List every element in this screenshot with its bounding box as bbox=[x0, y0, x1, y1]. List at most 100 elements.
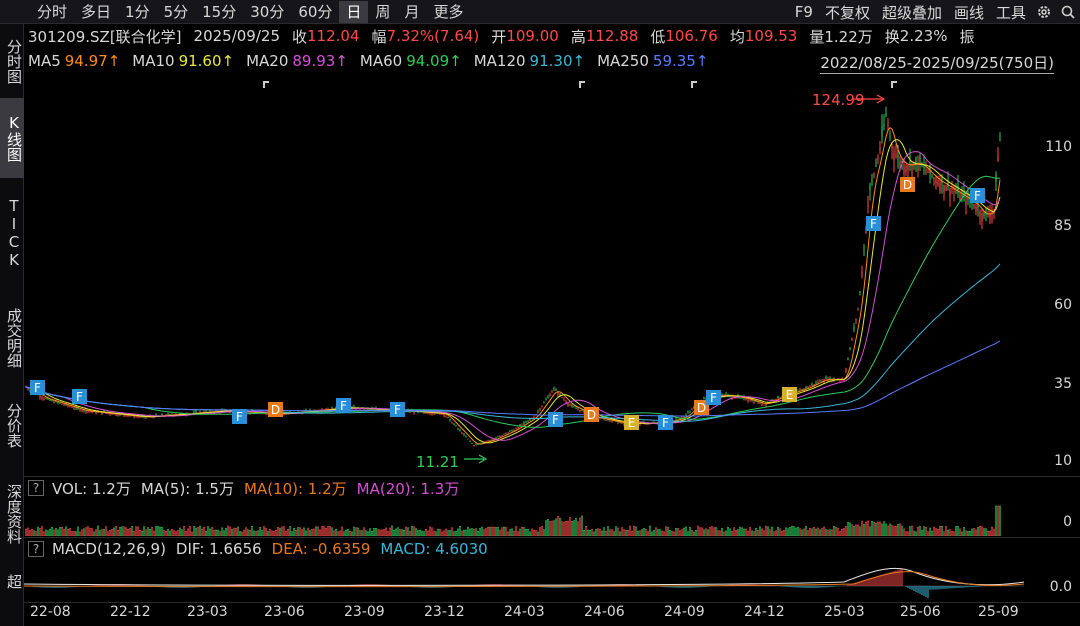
period-tab[interactable]: 分时 bbox=[37, 2, 68, 21]
volume-bar bbox=[559, 517, 561, 536]
candle-body bbox=[621, 422, 623, 424]
draw-line-button[interactable]: 画线 bbox=[953, 3, 984, 22]
candle-body bbox=[509, 430, 511, 432]
candle-body bbox=[849, 347, 851, 350]
volume-bar bbox=[441, 531, 443, 536]
candle-body bbox=[87, 411, 89, 413]
help-icon[interactable]: ? bbox=[28, 541, 44, 557]
volume-bar bbox=[43, 531, 45, 536]
volume-bar bbox=[473, 528, 475, 536]
period-tab[interactable]: 60分 bbox=[298, 2, 333, 21]
volume-bar bbox=[293, 527, 295, 536]
volume-bar bbox=[947, 529, 949, 536]
candle-body bbox=[249, 412, 251, 414]
volume-bar bbox=[85, 527, 87, 536]
period-tab[interactable]: 多日 bbox=[81, 2, 112, 21]
volume-bar bbox=[227, 525, 229, 536]
volume-bar bbox=[799, 528, 801, 536]
macd-chart[interactable] bbox=[24, 562, 1080, 602]
candle-body bbox=[205, 411, 207, 413]
candle-body bbox=[507, 432, 509, 434]
candle-body bbox=[887, 125, 889, 127]
volume-bar bbox=[621, 527, 623, 536]
volume-bar bbox=[123, 526, 125, 536]
tab-deep-data[interactable]: 深度资料 bbox=[5, 484, 23, 544]
period-tab[interactable]: 5分 bbox=[163, 2, 189, 21]
help-icon[interactable]: ? bbox=[28, 480, 44, 496]
candle-body bbox=[283, 413, 285, 415]
volume-chart[interactable] bbox=[24, 500, 1080, 536]
volume-bar bbox=[491, 526, 493, 536]
candle-body bbox=[615, 420, 617, 422]
volume-bar bbox=[193, 526, 195, 536]
vol-axis-tick: 0 bbox=[1063, 514, 1072, 530]
period-tab[interactable]: 更多 bbox=[433, 2, 464, 21]
candle-body bbox=[409, 411, 411, 413]
volume-bar bbox=[117, 529, 119, 536]
volume-bar bbox=[745, 528, 747, 536]
volume-bar bbox=[871, 520, 873, 536]
volume-bar bbox=[207, 526, 209, 536]
period-tab[interactable]: 30分 bbox=[250, 2, 285, 21]
volume-bar bbox=[479, 528, 481, 536]
volume-bar bbox=[649, 525, 651, 536]
tab-tick[interactable]: TICK bbox=[5, 197, 23, 269]
candle-body bbox=[967, 193, 969, 200]
volume-bar bbox=[439, 528, 441, 536]
super-overlay-button[interactable]: 超级叠加 bbox=[881, 3, 942, 22]
period-tab[interactable]: 1分 bbox=[125, 2, 150, 21]
volume-bar bbox=[443, 530, 445, 536]
volume-bar bbox=[75, 531, 77, 536]
quote-date: 2025/09/25 bbox=[193, 27, 280, 45]
period-tab[interactable]: 月 bbox=[404, 2, 420, 21]
volume-bar bbox=[675, 528, 677, 536]
volume-bar bbox=[969, 530, 971, 536]
event-marker-letter: F bbox=[552, 413, 559, 427]
candle-body bbox=[453, 424, 455, 426]
f9-button[interactable]: F9 bbox=[794, 3, 813, 21]
event-marker-box bbox=[268, 402, 283, 417]
volume-bar bbox=[543, 529, 545, 536]
date-range[interactable]: 2022/08/25-2025/09/25(750日) bbox=[820, 54, 1054, 74]
low-value: 106.76 bbox=[665, 27, 718, 45]
volume-bar bbox=[201, 528, 203, 536]
volume-bar bbox=[357, 527, 359, 536]
candle-body bbox=[101, 412, 103, 414]
volume-bar bbox=[163, 530, 165, 536]
volume-bar bbox=[47, 530, 49, 536]
volume-bar bbox=[59, 527, 61, 536]
volume-bar bbox=[691, 529, 693, 536]
candle-body bbox=[579, 410, 581, 412]
tab-price-table[interactable]: 分价表 bbox=[5, 402, 23, 448]
tab-trade-detail[interactable]: 成交明细 bbox=[5, 308, 23, 368]
event-marker-letter: F bbox=[236, 410, 243, 424]
volume-bar bbox=[187, 528, 189, 536]
volume-bar bbox=[759, 526, 761, 536]
no-adjust-button[interactable]: 不复权 bbox=[824, 3, 870, 22]
tab-more[interactable]: 超 bbox=[5, 573, 23, 589]
volume-bar bbox=[127, 528, 129, 536]
period-tab[interactable]: 日 bbox=[339, 0, 369, 23]
candle-body bbox=[71, 406, 73, 408]
period-tab[interactable]: 15分 bbox=[202, 2, 237, 21]
search-icon[interactable] bbox=[1056, 0, 1080, 24]
tools-button[interactable]: 工具 bbox=[995, 3, 1026, 22]
candle-body bbox=[607, 419, 609, 421]
volume-bar bbox=[607, 526, 609, 536]
volume-bar bbox=[873, 521, 875, 536]
volume-bar bbox=[385, 527, 387, 536]
period-tab[interactable]: 周 bbox=[375, 2, 391, 21]
divider bbox=[24, 476, 1080, 477]
volume-bar bbox=[749, 527, 751, 536]
candle-body bbox=[193, 411, 195, 414]
event-marker-letter: F bbox=[710, 391, 717, 405]
volume-bar bbox=[613, 531, 615, 536]
tab-kline[interactable]: K线图 bbox=[0, 98, 24, 178]
volume-bar bbox=[991, 526, 993, 536]
volume-bar bbox=[411, 525, 413, 536]
volume-bar bbox=[141, 531, 143, 536]
volume-bar bbox=[913, 530, 915, 536]
tab-intraday[interactable]: 分时图 bbox=[5, 38, 23, 84]
gear-icon[interactable] bbox=[1032, 0, 1056, 24]
